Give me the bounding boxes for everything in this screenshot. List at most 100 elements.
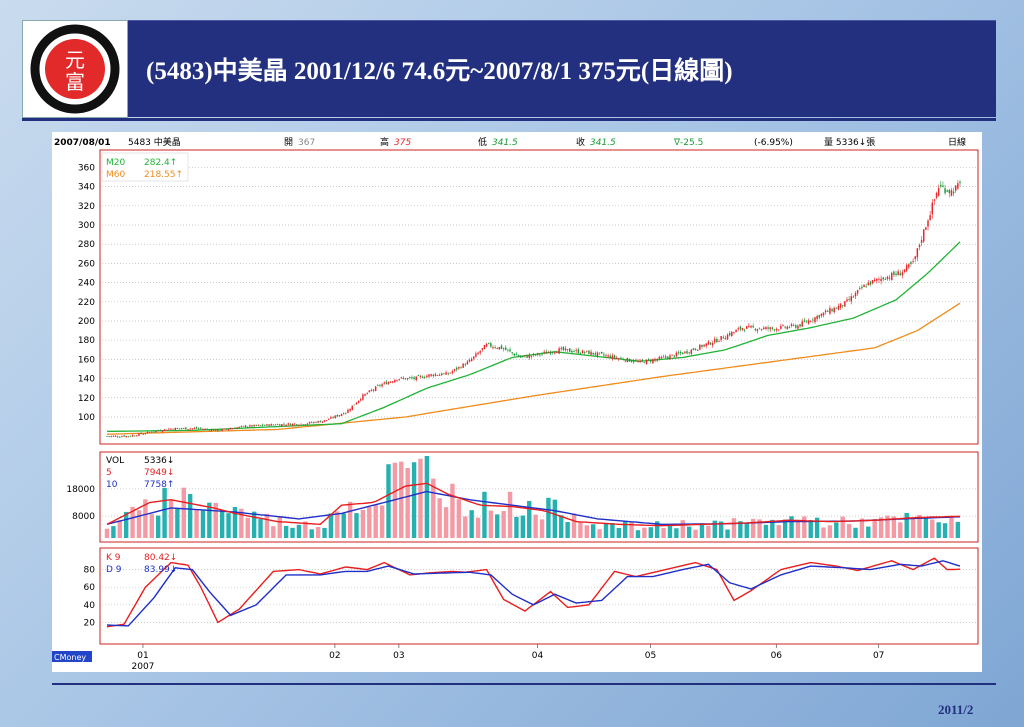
volume-bar	[866, 526, 871, 538]
candle-body	[899, 273, 902, 276]
candle-body	[261, 424, 264, 426]
candle-body	[777, 329, 780, 331]
ma60-series	[106, 302, 961, 435]
candle-body	[443, 373, 445, 375]
candle-body	[596, 352, 599, 357]
candle-body	[364, 393, 366, 396]
candle-body	[133, 435, 136, 437]
candle-body	[272, 424, 275, 426]
candle-body	[251, 425, 253, 427]
candle-body	[675, 352, 678, 357]
candle-body	[157, 430, 159, 432]
candle-body	[622, 359, 624, 361]
x-tick-label: 01	[137, 651, 148, 661]
price-tick-label: 100	[78, 413, 95, 423]
candle-body	[347, 409, 349, 414]
candle-body	[247, 426, 249, 428]
candle-body	[313, 421, 315, 423]
x-tick-label: 05	[645, 651, 656, 661]
candle-body	[758, 328, 761, 330]
candle-body	[630, 360, 633, 362]
candle-body	[522, 356, 524, 357]
candle-body	[754, 328, 757, 331]
candle-body	[528, 355, 530, 358]
candle-body	[381, 384, 383, 387]
candle-body	[650, 360, 652, 362]
candle-body	[197, 428, 200, 430]
ma60-line	[106, 302, 961, 435]
candles	[106, 179, 961, 438]
volume-bar	[718, 521, 724, 538]
candle-body	[215, 429, 217, 431]
volume-bar	[290, 527, 295, 538]
header-low-label: 低	[478, 136, 487, 148]
legend-m20-value: 282.4↑	[144, 158, 177, 168]
candle-body	[208, 429, 211, 431]
candle-body	[283, 423, 285, 425]
candle-body	[743, 329, 746, 331]
candle-body	[688, 352, 690, 354]
candle-body	[274, 424, 277, 426]
candle-body	[571, 350, 573, 353]
candle-body	[114, 435, 117, 437]
volume-bar	[565, 522, 570, 538]
candle-body	[607, 355, 609, 357]
candle-body	[739, 326, 742, 330]
volume-bar	[693, 529, 698, 538]
candle-body	[151, 432, 153, 434]
volume-bar	[654, 521, 660, 538]
candle-body	[814, 317, 816, 323]
candle-body	[468, 359, 471, 362]
price-tick-label: 320	[78, 202, 95, 212]
candle-body	[908, 264, 910, 268]
candle-body	[144, 433, 147, 435]
candle-body	[556, 352, 558, 354]
candle-body	[844, 301, 846, 307]
candle-body	[750, 325, 752, 328]
price-tick-label: 280	[78, 240, 95, 250]
candle-body	[532, 353, 535, 355]
candle-body	[763, 327, 765, 330]
volume-bar	[757, 519, 762, 538]
candle-body	[809, 321, 812, 322]
volume-tick-label: 18000	[66, 485, 95, 495]
candle-body	[773, 329, 776, 331]
candle-body	[709, 342, 712, 345]
candle-body	[153, 431, 155, 433]
candle-body	[473, 356, 475, 359]
volume-bar	[149, 514, 154, 538]
candle-body	[423, 377, 426, 378]
candle-body	[392, 381, 394, 383]
candle-body	[517, 355, 520, 357]
candle-body	[566, 349, 569, 350]
volume-bar	[795, 520, 801, 538]
candle-body	[142, 433, 144, 435]
candle-body	[579, 353, 582, 354]
candle-body	[820, 313, 823, 316]
candle-body	[780, 325, 782, 329]
candle-body	[168, 428, 170, 430]
volume-bar	[411, 462, 417, 538]
volume-bar	[111, 526, 116, 538]
candle-body	[140, 432, 142, 434]
volume-bar	[399, 461, 404, 538]
candle-body	[187, 429, 189, 430]
volume-bar	[341, 513, 346, 538]
header-change-pct: (-6.95%)	[754, 138, 793, 148]
candle-body	[276, 424, 279, 426]
candle-body	[549, 352, 552, 354]
candle-body	[131, 435, 134, 437]
candle-body	[325, 420, 328, 421]
candle-body	[453, 368, 456, 371]
candle-body	[296, 424, 298, 426]
candle-body	[383, 382, 385, 384]
candle-body	[321, 421, 324, 423]
price-tick-label: 360	[78, 163, 95, 173]
candle-body	[138, 433, 140, 436]
candle-body	[238, 426, 240, 428]
candle-body	[647, 359, 650, 360]
legend-d-name: D 9	[106, 565, 122, 575]
volume-bar	[744, 522, 749, 538]
candle-body	[882, 277, 884, 280]
volume-bar	[603, 523, 609, 538]
